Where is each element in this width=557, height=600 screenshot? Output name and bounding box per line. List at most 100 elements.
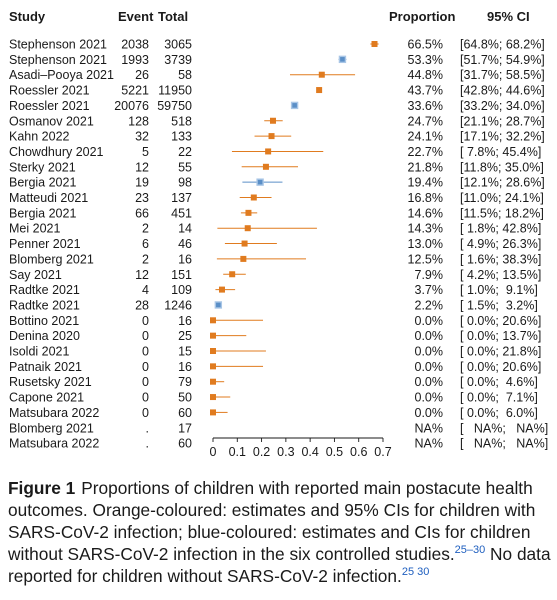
point-estimate xyxy=(265,148,272,155)
event-value: 19 xyxy=(135,176,149,190)
point-estimate xyxy=(290,101,299,110)
ci-value: [17.1%; 32.2%] xyxy=(460,130,545,144)
total-value: 518 xyxy=(171,114,192,128)
proportion-value: 0.0% xyxy=(415,329,444,343)
total-value: 451 xyxy=(171,206,192,220)
event-value: 5221 xyxy=(121,84,149,98)
event-value: 5 xyxy=(142,145,149,159)
point-estimate xyxy=(244,225,251,232)
table-row: Roessler 2021 20076 59750 33.6% [33.2%; 34.0… xyxy=(9,99,545,113)
study-label: Matsubara 2022 xyxy=(9,406,99,420)
study-label: Penner 2021 xyxy=(9,237,81,251)
proportion-value: 24.1% xyxy=(408,130,443,144)
total-value: 50 xyxy=(178,391,192,405)
table-row: Capone 2021 0 50 0.0% [ 0.0%; 7.1%] xyxy=(9,391,538,405)
study-label: Matsubara 2022 xyxy=(9,437,99,451)
event-value: 0 xyxy=(142,314,149,328)
ci-value: [ 1.6%; 38.3%] xyxy=(460,252,541,266)
ci-value: [ 1.5%; 3.2%] xyxy=(460,298,538,312)
proportion-value: 14.3% xyxy=(408,222,443,236)
caption-label: Figure 1 xyxy=(8,478,76,498)
ci-value: [ 0.0%; 7.1%] xyxy=(460,391,538,405)
point-estimate xyxy=(338,55,347,64)
total-value: 16 xyxy=(178,252,192,266)
event-value: 2038 xyxy=(121,38,149,52)
point-estimate xyxy=(210,332,216,339)
header-event: Event xyxy=(118,9,154,24)
ci-value: [ 1.8%; 42.8%] xyxy=(460,222,541,236)
proportion-value: 16.8% xyxy=(408,191,443,205)
point-estimate xyxy=(241,240,248,247)
point-estimate xyxy=(210,378,216,385)
point-estimate xyxy=(269,117,276,124)
point-estimate xyxy=(318,71,325,78)
event-value: 6 xyxy=(142,237,149,251)
proportion-value: NA% xyxy=(415,437,443,451)
proportion-value: 2.2% xyxy=(415,298,444,312)
study-label: Radtke 2021 xyxy=(9,298,80,312)
point-estimate xyxy=(256,178,264,186)
ci-value: [11.5%; 18.2%] xyxy=(460,206,544,220)
table-row: Penner 2021 6 46 13.0% [ 4.9%; 26.3%] xyxy=(9,237,541,251)
study-label: Capone 2021 xyxy=(9,391,84,405)
event-value: 0 xyxy=(142,360,149,374)
caption-refs-1[interactable]: 25–30 xyxy=(454,544,486,557)
event-value: 32 xyxy=(135,130,149,144)
proportion-value: 0.0% xyxy=(415,360,444,374)
proportion-value: 0.0% xyxy=(415,391,444,405)
table-row: Blomberg 2021 2 16 12.5% [ 1.6%; 38.3%] xyxy=(9,252,541,266)
study-label: Roessler 2021 xyxy=(9,99,90,113)
x-tick-label: 0.3 xyxy=(277,445,294,459)
proportion-value: 0.0% xyxy=(415,375,444,389)
study-label: Chowdhury 2021 xyxy=(9,145,104,159)
total-value: 25 xyxy=(178,329,192,343)
point-estimate xyxy=(371,41,378,47)
ci-value: [ 0.0%; 6.0%] xyxy=(460,406,538,420)
header-total: Total xyxy=(158,9,188,24)
event-value: . xyxy=(146,437,149,451)
caption-refs-2[interactable]: 25 30 xyxy=(401,566,430,579)
table-row: Matsubara 2022. 60 NA% [ NA%; NA%] xyxy=(9,437,548,451)
study-label: Isoldi 2021 xyxy=(9,345,70,359)
event-value: 0 xyxy=(142,406,149,420)
study-label: Stephenson 2021 xyxy=(9,53,107,67)
event-value: 0 xyxy=(142,345,149,359)
point-estimate xyxy=(210,348,216,354)
table-row: Denina 2020 0 25 0.0% [ 0.0%; 13.7%] xyxy=(9,329,541,343)
proportion-value: 0.0% xyxy=(415,314,444,328)
total-value: 15 xyxy=(178,345,192,359)
table-row: Matsubara 2022 0 60 0.0% [ 0.0%; 6.0%] xyxy=(9,406,538,420)
point-estimate xyxy=(245,209,252,216)
proportion-value: 0.0% xyxy=(415,406,444,420)
x-tick-label: 0.4 xyxy=(301,445,318,459)
study-label: Sterky 2021 xyxy=(9,160,76,174)
study-label: Bergia 2021 xyxy=(9,176,76,190)
proportion-value: 22.7% xyxy=(408,145,443,159)
ci-value: [33.2%; 34.0%] xyxy=(460,99,545,113)
event-value: 0 xyxy=(142,375,149,389)
event-value: 20076 xyxy=(114,99,149,113)
x-tick-label: 0.1 xyxy=(229,445,246,459)
table-row: Say 2021 12 151 7.9% [ 4.2%; 13.5%] xyxy=(9,268,541,282)
study-label: Mei 2021 xyxy=(9,222,60,236)
table-row: Chowdhury 2021 5 22 22.7% [ 7.8%; 45.4%] xyxy=(9,145,541,159)
total-value: 16 xyxy=(178,360,192,374)
x-tick-label: 0.2 xyxy=(253,445,270,459)
rows-group: Stephenson 2021 2038 3065 66.5% [64.8%; 68.2… xyxy=(9,38,548,451)
study-label: Rusetsky 2021 xyxy=(9,375,92,389)
study-label: Blomberg 2021 xyxy=(9,421,94,435)
event-value: 66 xyxy=(135,206,149,220)
study-label: Denina 2020 xyxy=(9,329,80,343)
total-value: 22 xyxy=(178,145,192,159)
proportion-value: 0.0% xyxy=(415,345,444,359)
point-estimate xyxy=(214,301,223,309)
x-axis: 0 0.1 0.2 0.3 0.4 0.5 0.6 0.7 xyxy=(210,437,392,459)
ci-value: [31.7%; 58.5%] xyxy=(460,68,545,82)
table-row: Sterky 2021 12 55 21.8% [11.8%; 35.0%] xyxy=(9,160,544,174)
caption-text: Proportions of children with reported ma… xyxy=(8,478,536,564)
point-estimate xyxy=(250,194,257,201)
total-value: 133 xyxy=(171,130,192,144)
ci-value: [42.8%; 44.6%] xyxy=(460,84,545,98)
ci-value: [11.0%; 24.1%] xyxy=(460,191,544,205)
